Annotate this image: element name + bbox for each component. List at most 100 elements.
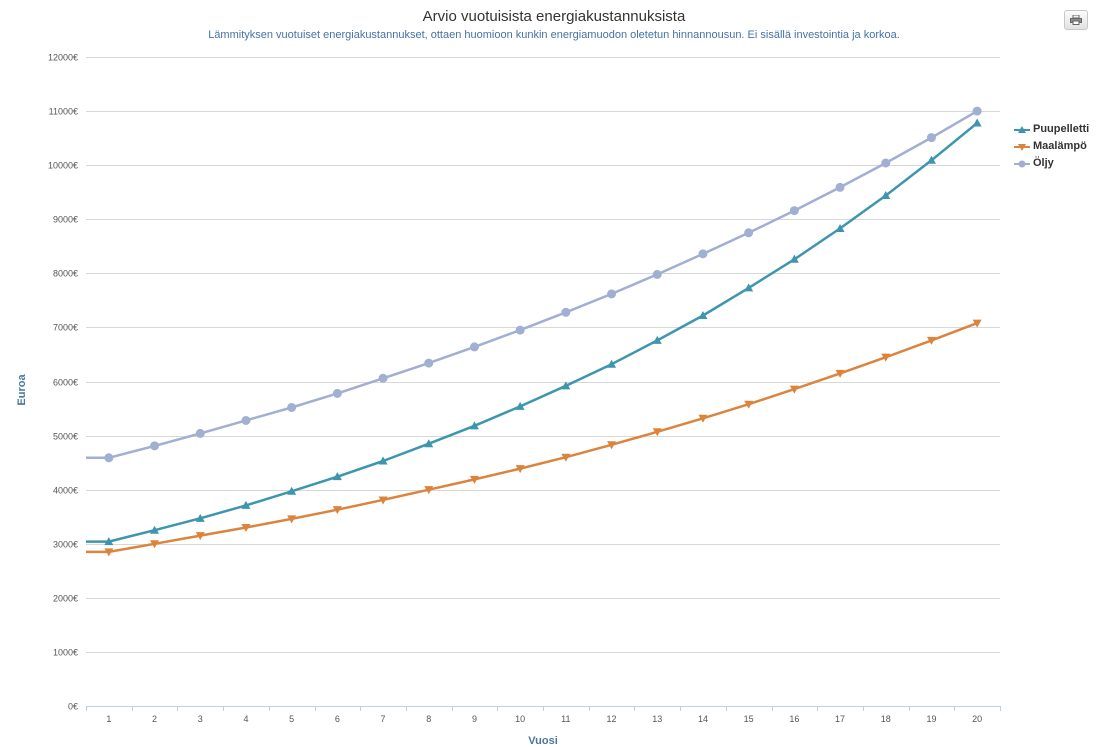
y-tick-label: 11000€ [49,107,78,117]
data-point[interactable] [972,118,982,127]
legend-symbol-puupelletti [1014,125,1030,133]
data-point[interactable] [926,133,936,143]
data-point[interactable] [469,342,479,352]
data-point[interactable] [104,548,114,557]
x-axis-title: Vuosi [528,735,558,747]
data-point[interactable] [424,439,434,448]
legend-symbol-maalampo [1014,143,1030,151]
data-point[interactable] [744,228,754,238]
chart-subtitle: Lämmityksen vuotuiset energiakustannukse… [208,29,900,41]
data-point[interactable] [789,385,799,394]
data-point[interactable] [607,359,617,368]
data-point[interactable] [789,254,799,263]
data-point[interactable] [332,506,342,515]
x-tick-label: 2 [152,714,157,724]
data-point[interactable] [104,537,114,546]
x-tick-label: 16 [789,714,799,724]
data-point[interactable] [195,513,205,522]
data-point[interactable] [195,532,205,541]
data-point[interactable] [515,465,525,474]
x-tick-label: 19 [926,714,936,724]
data-point[interactable] [287,486,297,495]
data-point[interactable] [515,401,525,410]
x-tick-label: 7 [381,714,386,724]
x-tick-label: 12 [607,714,617,724]
data-point[interactable] [287,515,297,524]
data-point[interactable] [835,182,845,192]
data-point[interactable] [150,540,160,549]
x-tick-label: 8 [426,714,431,724]
x-tick-label: 13 [652,714,662,724]
data-point[interactable] [744,283,754,292]
data-point[interactable] [241,500,251,509]
data-point[interactable] [469,475,479,484]
data-point[interactable] [378,456,388,465]
series-lines [86,110,978,554]
data-point[interactable] [332,388,342,398]
legend-label: Maalämpö [1033,140,1087,152]
y-tick-label: 12000€ [48,53,78,63]
legend-label: Öljy [1033,157,1054,169]
data-point[interactable] [835,369,845,378]
data-point[interactable] [698,249,708,259]
data-point[interactable] [195,428,205,438]
y-tick-label: 2000€ [53,594,78,604]
y-tick-label: 7000€ [53,323,78,333]
x-tick-label: 17 [835,714,845,724]
x-tick-label: 11 [561,714,570,724]
data-point[interactable] [789,206,799,216]
data-point[interactable] [378,373,388,383]
legend-item-maalampo[interactable]: Maalämpö [1014,138,1089,155]
data-point[interactable] [652,335,662,344]
data-point[interactable] [881,190,891,199]
data-point[interactable] [972,106,982,116]
data-point[interactable] [652,428,662,437]
data-point[interactable] [744,400,754,409]
y-tick-label: 1000€ [53,648,78,658]
data-point[interactable] [698,311,708,320]
data-point[interactable] [607,441,617,450]
data-point[interactable] [378,496,388,505]
data-point[interactable] [104,453,114,463]
print-button[interactable] [1064,10,1088,30]
data-point[interactable] [698,414,708,423]
data-point[interactable] [607,289,617,299]
data-point[interactable] [881,353,891,362]
legend-label: Puupelletti [1033,123,1090,135]
legend: Puupelletti Maalämpö Öljy [1014,121,1089,172]
data-point[interactable] [424,486,434,495]
y-tick-label: 10000€ [48,161,78,171]
data-point[interactable] [332,472,342,481]
x-tick-label: 4 [243,714,248,724]
data-point[interactable] [424,358,434,368]
data-point[interactable] [972,319,982,328]
legend-item-oljy[interactable]: Öljy [1014,155,1089,172]
data-point[interactable] [561,307,571,317]
printer-icon [1070,15,1082,25]
data-point[interactable] [881,158,891,168]
data-point[interactable] [926,336,936,345]
series-line-2 [86,110,978,460]
y-tick-label: 9000€ [53,215,78,225]
data-point[interactable] [926,155,936,164]
data-point[interactable] [150,525,160,534]
data-point[interactable] [287,402,297,412]
x-tick-label: 3 [198,714,203,724]
data-point[interactable] [469,421,479,430]
data-point[interactable] [561,381,571,390]
chart-title: Arvio vuotuisista energiakustannuksista [422,8,686,25]
data-point[interactable] [515,325,525,335]
x-tick-label: 6 [335,714,340,724]
data-point[interactable] [561,453,571,462]
data-point[interactable] [241,524,251,533]
data-point[interactable] [241,415,251,425]
y-tick-label: 0€ [68,702,78,712]
data-point[interactable] [652,269,662,279]
data-point[interactable] [150,441,160,451]
x-tick-label: 18 [881,714,891,724]
legend-item-puupelletti[interactable]: Puupelletti [1014,121,1089,138]
data-point[interactable] [835,223,845,232]
x-tick-label: 1 [106,714,111,724]
